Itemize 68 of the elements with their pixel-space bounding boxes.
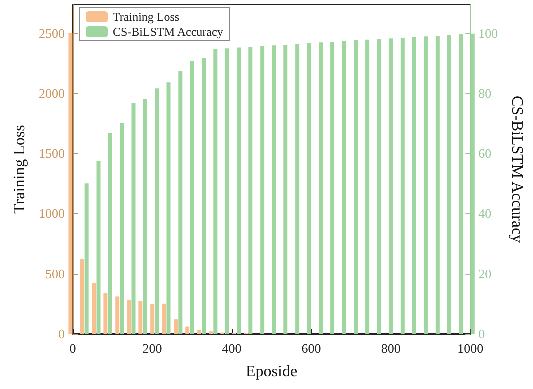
y2-axis-title: CS-BiLSTM Accuracy bbox=[508, 96, 526, 244]
bar bbox=[68, 33, 73, 334]
y-axis-title: Training Loss bbox=[12, 125, 29, 214]
bar bbox=[116, 296, 120, 334]
x-axis-title: Eposide bbox=[246, 364, 298, 380]
bar bbox=[214, 49, 218, 334]
bar bbox=[132, 103, 136, 334]
y-tick-label: 1500 bbox=[39, 146, 65, 162]
bar bbox=[84, 184, 89, 334]
bar bbox=[319, 42, 324, 334]
bar bbox=[296, 44, 300, 334]
bar bbox=[174, 320, 178, 334]
bar bbox=[162, 304, 166, 334]
bar bbox=[138, 302, 143, 334]
x-tick-label: 400 bbox=[222, 341, 242, 356]
bar bbox=[190, 61, 194, 334]
bar bbox=[354, 40, 358, 334]
x-tick-label: 200 bbox=[142, 341, 162, 356]
y-tick-label: 0 bbox=[58, 326, 65, 342]
bar bbox=[248, 47, 253, 334]
legend-label: CS-BiLSTM Accuracy bbox=[113, 25, 224, 39]
y2-tick-label: 80 bbox=[478, 86, 492, 101]
bar bbox=[186, 326, 190, 334]
bar bbox=[366, 40, 370, 334]
bar bbox=[284, 44, 288, 334]
bar bbox=[260, 46, 265, 334]
bar bbox=[459, 34, 464, 334]
bar bbox=[143, 99, 148, 334]
bar bbox=[307, 43, 312, 334]
bar bbox=[198, 330, 202, 334]
bar bbox=[202, 58, 206, 334]
bar bbox=[92, 283, 96, 334]
y2-tick-label: 100 bbox=[478, 26, 498, 41]
bar bbox=[342, 41, 346, 334]
bar bbox=[447, 35, 452, 334]
bar bbox=[424, 36, 428, 334]
x-tick-label: 1000 bbox=[458, 341, 484, 356]
x-tick-label: 0 bbox=[70, 341, 76, 356]
y-tick-label: 1000 bbox=[39, 206, 65, 222]
bar bbox=[377, 39, 382, 334]
y-tick-label: 2500 bbox=[39, 26, 65, 41]
y2-tick-label: 0 bbox=[478, 326, 486, 342]
bar bbox=[108, 133, 112, 334]
bar bbox=[330, 42, 335, 334]
bar bbox=[155, 88, 160, 334]
bar bbox=[104, 293, 108, 334]
bar bbox=[237, 48, 242, 334]
bar bbox=[178, 71, 183, 334]
bar bbox=[150, 304, 155, 334]
legend-label: Training Loss bbox=[113, 10, 180, 24]
y-tick-label: 2000 bbox=[39, 86, 65, 101]
bar bbox=[127, 300, 132, 334]
y-tick-label: 500 bbox=[46, 266, 65, 282]
bar bbox=[166, 82, 171, 334]
y2-tick-label: 20 bbox=[478, 266, 492, 282]
bar bbox=[436, 36, 440, 334]
x-tick-label: 800 bbox=[381, 341, 401, 356]
y2-tick-label: 40 bbox=[478, 206, 492, 222]
y2-tick-label: 60 bbox=[478, 146, 492, 162]
bar bbox=[272, 46, 276, 334]
bar bbox=[412, 37, 416, 334]
bar bbox=[388, 38, 393, 334]
bar bbox=[225, 48, 230, 334]
bar bbox=[120, 123, 124, 334]
x-tick-label: 600 bbox=[302, 341, 322, 356]
bar bbox=[400, 38, 405, 334]
bar bbox=[96, 161, 101, 334]
bar bbox=[470, 34, 475, 334]
